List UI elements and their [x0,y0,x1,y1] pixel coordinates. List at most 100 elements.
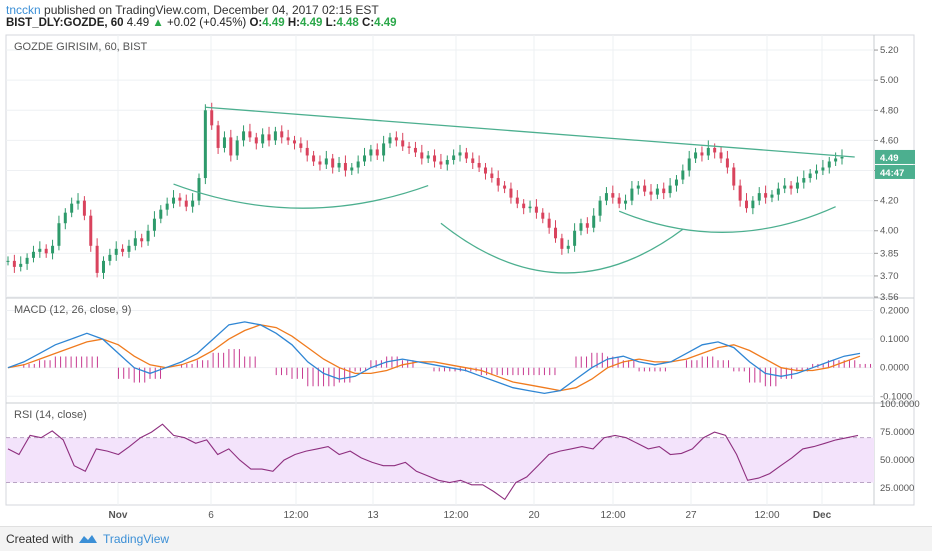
candle-body [624,200,628,204]
candle-body [76,200,80,204]
candle-body [31,251,35,258]
macd-tick-label: 0.1000 [880,334,909,345]
candle-body [745,200,749,209]
candle-body [815,170,819,174]
rsi-tick-label: 75.0000 [880,427,914,438]
candle-body [350,167,354,171]
candle-body [776,188,780,195]
candle-body [764,193,768,198]
candle-body [280,131,284,138]
candle-body [725,158,729,168]
price-tick-label: 5.20 [880,45,899,56]
candle-body [503,185,507,189]
candle-body [267,134,271,141]
candle-body [127,245,131,252]
candle-body [140,238,144,242]
candle-body [713,147,717,153]
candle-body [286,137,290,141]
candle-body [668,185,672,194]
last-price: 4.49 [126,17,150,29]
username-link[interactable]: tncckn [6,3,41,17]
candle-body [369,149,373,156]
candle-body [121,248,125,252]
candle-body [522,203,526,209]
candle-body [821,167,825,171]
candle-body [235,140,239,156]
candle-body [178,197,182,201]
rsi-tick-label: 50.0000 [880,455,914,466]
close-value: 4.49 [374,17,397,29]
candle-body [751,200,755,209]
candle-body [840,156,844,159]
candle-body [611,193,615,198]
price-tick-label: 3.85 [880,248,899,259]
candle-body [6,260,10,262]
candle-body [706,147,710,156]
time-tick-label: 6 [208,510,214,521]
candle-body [464,152,468,159]
candle-body [44,248,48,254]
high-value: 4.49 [299,17,323,29]
candle-body [770,194,774,198]
tradingview-brand-link[interactable]: TradingView [103,532,170,546]
cup-arc [618,206,836,233]
candle-body [19,263,23,267]
candle-body [401,140,405,147]
rsi-tick-label: 25.0000 [880,483,914,494]
candle-body [802,178,806,183]
candle-body [598,200,602,216]
candle-body [617,197,621,204]
candle-body [681,170,685,180]
candle-body [573,230,577,246]
candle-body [674,179,678,186]
candle-body [394,137,398,141]
price-tick-label: 3.56 [880,292,899,303]
candle-body [643,185,647,192]
price-pane-title: GOZDE GIRISIM, 60, BIST [14,41,148,53]
change-value: +0.02 (+0.45%) [166,17,247,29]
candle-body [534,206,538,213]
price-tick-label: 3.70 [880,271,899,282]
candle-body [63,212,67,224]
candle-body [630,188,634,201]
candle-body [292,140,296,144]
symbol-label[interactable]: BIST_DLY:GOZDE, 60 [6,17,124,29]
candle-body [305,147,309,156]
candle-body [51,245,55,254]
candle-body [222,137,226,148]
high-label: H: [287,17,300,29]
candle-body [445,159,449,165]
candle-body [827,161,831,168]
price-pane [6,102,855,279]
candle-body [242,131,246,141]
low-value: 4.48 [336,17,359,29]
footer: Created with TradingView [0,526,932,551]
candle-body [356,161,360,168]
candle-body [477,162,481,168]
tradingview-cloud-icon [79,535,97,543]
candle-body [579,223,583,231]
candle-body [566,245,570,249]
chart-canvas[interactable]: 5.205.004.804.604.404.204.003.853.703.56… [0,0,932,526]
candle-body [273,131,277,141]
candle-body [114,248,118,255]
candle-body [159,209,163,219]
candle-body [82,200,86,216]
countdown-badge [875,164,915,179]
candle-body [38,248,42,252]
candle-body [413,147,417,153]
candle-body [12,260,16,267]
candle-body [318,161,322,165]
macd-tick-label: -0.1000 [880,391,912,402]
cup-arc [173,183,429,209]
candle-body [229,137,233,156]
macd-tick-label: 0.2000 [880,305,909,316]
candle-body [496,178,500,186]
resistance-trendline [205,106,855,158]
time-tick-label: 27 [685,510,697,521]
candle-body [375,149,379,156]
candle-body [25,257,29,264]
candle-body [719,152,723,159]
price-tick-label: 4.60 [880,135,899,146]
candle-body [191,200,195,207]
